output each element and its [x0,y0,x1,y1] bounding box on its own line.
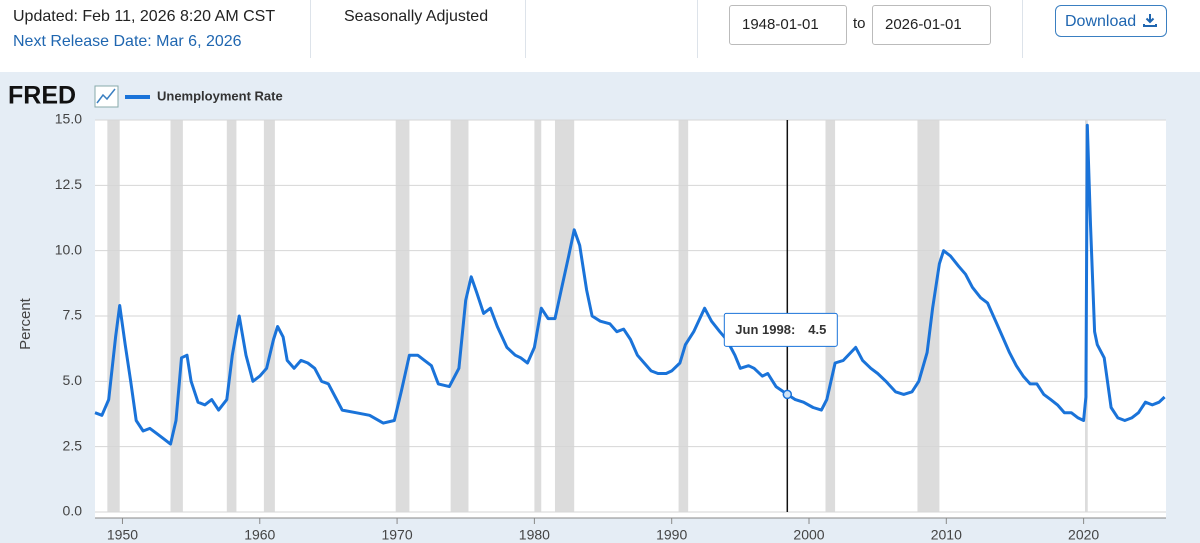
legend-label: Unemployment Rate [157,88,283,103]
y-axis-label: Percent [17,297,34,350]
hover-point [782,389,793,400]
series-line [94,123,1166,446]
y-tick-label: 0.0 [63,503,83,519]
y-tick-label: 2.5 [63,437,83,453]
updated: Updated: Feb 11, 2026 8:20 AM CST [13,8,276,25]
x-tick-label: 1980 [519,527,550,543]
x-tick-label: 1960 [244,527,275,543]
x-tick-label: 1990 [656,527,687,543]
start-date-input[interactable]: 1948-01-01 [729,5,847,45]
tooltip: Jun 1998: 4.5 [723,312,838,347]
download-label: Download [1065,13,1137,30]
plot-area [95,120,1166,518]
separator [525,0,526,58]
y-tick-label: 10.0 [55,241,82,257]
next-release[interactable]: Next Release Date: Mar 6, 2026 [13,33,242,50]
x-tick-label: 2010 [931,527,962,543]
x-tick-label: 2000 [793,527,824,543]
to-label: to [853,15,866,32]
y-tick-label: 5.0 [63,372,83,388]
y-tick-label: 7.5 [63,307,83,323]
end-date-input[interactable]: 2026-01-01 [872,5,991,45]
logo: FRED [8,82,76,110]
separator [1022,0,1023,58]
x-tick-label: 2020 [1068,527,1099,543]
separator [310,0,311,58]
separator [697,0,698,58]
tooltip-label: Jun 1998: [735,322,795,337]
x-tick-label: 1970 [381,527,412,543]
tooltip-value: 4.5 [808,322,826,337]
tooltip-box [723,312,838,347]
chart: FRED Percent 0.0 2.5 5.0 7.5 10.0 12.5 15.0 195… [0,72,1200,543]
download-icon [1142,14,1157,27]
x-tick-label: 1950 [107,527,138,543]
logo-icon [94,85,119,108]
y-tick-label: 15.0 [55,111,82,127]
adjustment: Seasonally Adjusted [344,8,489,25]
y-tick-label: 12.5 [55,176,82,192]
download-button[interactable]: Download [1055,5,1167,37]
